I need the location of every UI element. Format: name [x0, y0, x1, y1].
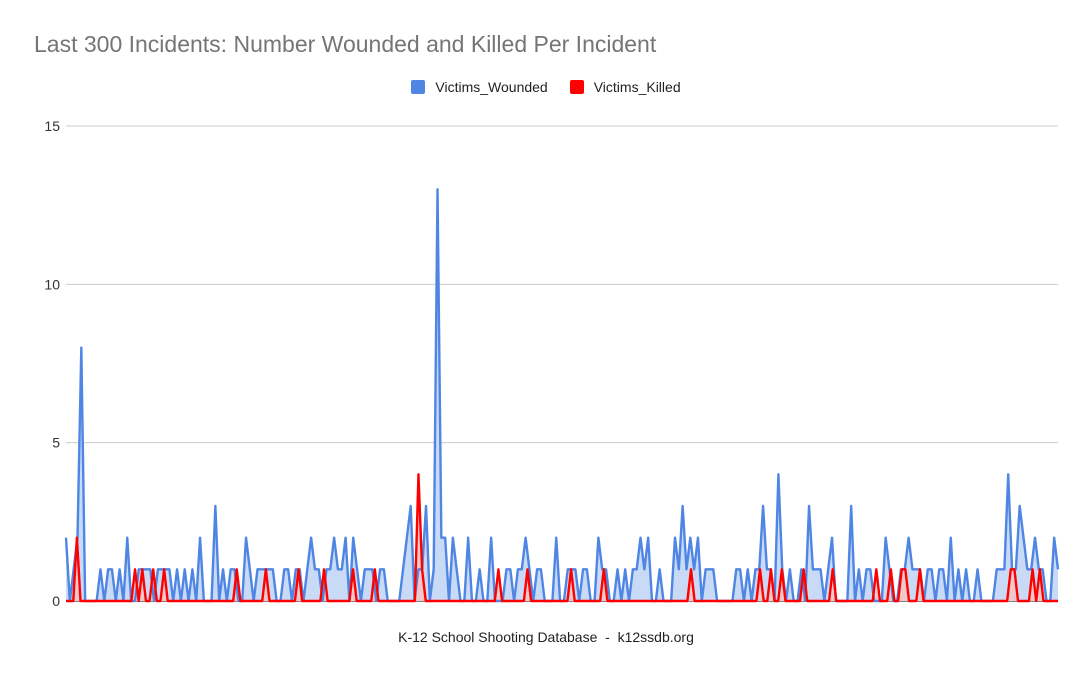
- legend-item-wounded[interactable]: Victims_Wounded: [411, 79, 548, 95]
- y-axis: 0 5 10 15: [44, 118, 60, 609]
- y-tick-label: 0: [52, 593, 60, 609]
- series-line-victims-wounded[interactable]: [64, 188, 1060, 603]
- series-line-victims-killed[interactable]: [66, 473, 1058, 603]
- y-tick-label: 5: [52, 435, 60, 451]
- x-axis-label: K-12 School Shooting Database - k12ssdb.…: [398, 629, 694, 645]
- y-tick-label: 10: [44, 276, 60, 292]
- chart-title: Last 300 Incidents: Number Wounded and K…: [34, 31, 657, 57]
- legend-item-killed[interactable]: Victims_Killed: [569, 79, 681, 95]
- legend-label-wounded: Victims_Wounded: [435, 79, 548, 95]
- y-tick-label: 15: [44, 118, 60, 134]
- legend: Victims_Wounded Victims_Killed: [0, 79, 1092, 95]
- legend-label-killed: Victims_Killed: [593, 79, 681, 95]
- legend-swatch-wounded: [411, 80, 426, 94]
- series-lines: [64, 188, 1060, 603]
- legend-swatch-killed: [569, 80, 584, 94]
